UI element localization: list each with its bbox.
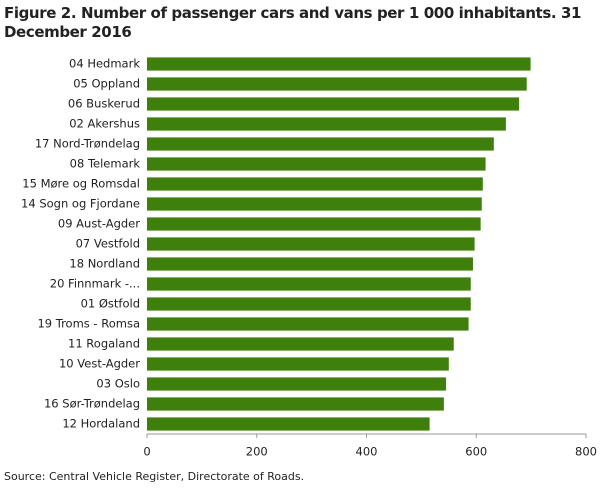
y-tick-label: 18 Nordland xyxy=(69,257,140,271)
x-tick-label: 600 xyxy=(465,445,487,459)
bar xyxy=(147,77,527,91)
y-tick-label: 06 Buskerud xyxy=(68,97,140,111)
bar xyxy=(147,137,494,151)
bar xyxy=(147,417,430,431)
bar xyxy=(147,217,481,231)
bar xyxy=(147,197,482,211)
y-tick-label: 04 Hedmark xyxy=(69,57,140,71)
y-tick-label: 07 Vestfold xyxy=(76,237,140,251)
bar xyxy=(147,257,473,271)
y-tick-label: 12 Hordaland xyxy=(62,417,140,431)
bar xyxy=(147,157,486,171)
y-tick-label: 20 Finnmark -... xyxy=(50,277,140,291)
y-tick-label: 16 Sør-Trøndelag xyxy=(44,397,140,411)
bar xyxy=(147,297,471,311)
x-tick-label: 200 xyxy=(246,445,268,459)
bar xyxy=(147,357,449,371)
source: Source: Central Vehicle Register, Direct… xyxy=(4,470,305,483)
bar xyxy=(147,277,471,291)
y-tick-label: 02 Akershus xyxy=(69,117,140,131)
chart-title: Figure 2. Number of passenger cars and v… xyxy=(4,4,582,41)
x-tick-label: 400 xyxy=(356,445,378,459)
y-tick-label: 14 Sogn og Fjordane xyxy=(21,197,140,211)
y-tick-label: 15 Møre og Romsdal xyxy=(22,177,140,191)
bar xyxy=(147,337,454,351)
y-tick-label: 10 Vest-Agder xyxy=(59,357,140,371)
x-tick-label: 0 xyxy=(143,445,150,459)
y-tick-label: 03 Oslo xyxy=(96,377,140,391)
y-tick-label: 11 Rogaland xyxy=(68,337,140,351)
y-tick-label: 01 Østfold xyxy=(81,297,140,311)
bar xyxy=(147,57,531,71)
y-tick-label: 19 Troms - Romsa xyxy=(37,317,140,331)
y-tick-label: 05 Oppland xyxy=(73,77,140,91)
bar xyxy=(147,317,469,331)
bar xyxy=(147,397,444,411)
bar xyxy=(147,377,447,391)
x-tick-label: 800 xyxy=(575,445,597,459)
y-tick-label: 08 Telemark xyxy=(70,157,141,171)
bar xyxy=(147,177,483,191)
y-tick-label: 17 Nord-Trøndelag xyxy=(35,137,140,151)
bar xyxy=(147,97,520,111)
bar xyxy=(147,237,475,251)
bar xyxy=(147,117,506,131)
y-tick-label: 09 Aust-Agder xyxy=(58,217,140,231)
